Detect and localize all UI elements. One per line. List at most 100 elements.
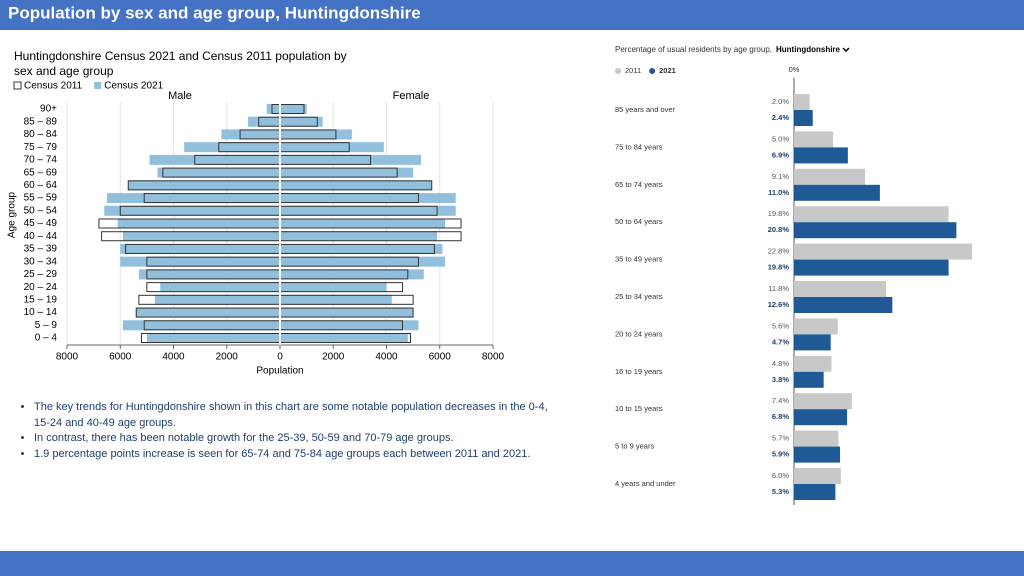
area-selector[interactable]: Huntingdonshire [776,45,841,54]
y-tick-label: 65 – 69 [24,167,58,178]
bar [794,334,831,351]
bar [266,104,280,114]
bar [794,222,957,239]
y-tick-label: 45 – 49 [24,218,58,229]
bar [794,371,824,388]
value-label: 5.9% [772,450,789,459]
value-label: 19.8% [768,209,790,218]
category-label: 16 to 19 years [615,367,663,376]
value-label: 20.8% [768,225,790,234]
chart-title: Huntingdonshire Census 2021 and Census 2… [14,49,347,78]
value-label: 6.0% [772,471,789,480]
value-label: 7.4% [772,396,789,405]
value-label: 4.7% [772,337,789,346]
x-tick-label: 0% [789,65,800,74]
bar [120,256,280,267]
footer-bar [0,551,1024,576]
value-label: 19.8% [768,263,790,272]
bar [184,142,280,153]
bar [149,154,280,165]
legend-label: 2021 [659,66,676,75]
category-label: 5 to 9 years [615,442,654,451]
y-tick-label: 75 – 79 [24,142,58,153]
value-label: 5.3% [772,487,789,496]
bar [117,218,281,229]
y-tick-label: 15 – 19 [24,294,58,305]
y-tick-label: 5 – 9 [35,320,58,331]
right-label: Female [393,90,430,102]
x-tick-label: 6000 [429,352,452,363]
dropdown-arrow[interactable] [842,47,850,53]
bullet: 1.9 percentage points increase is seen f… [34,447,554,463]
category-label: 75 to 84 years [615,142,663,151]
y-tick-label: 70 – 74 [24,155,58,166]
value-label: 5.0% [772,134,789,143]
bar [280,193,456,204]
value-label: 9.1% [772,172,789,181]
bar [794,430,839,447]
value-label: 6.8% [772,412,789,421]
bullet: In contrast, there has been notable grow… [34,431,554,447]
y-tick-label: 10 – 14 [24,307,58,318]
x-tick-label: 4000 [375,352,398,363]
legend-swatch [649,68,656,74]
category-label: 35 to 49 years [615,255,663,264]
bar [280,129,352,140]
x-tick-label: 6000 [109,352,132,363]
bar [120,243,280,254]
bar [794,94,810,110]
y-tick-label: 0 – 4 [35,333,58,344]
value-label: 3.8% [772,375,789,384]
y-tick-label: 85 – 89 [24,116,58,127]
bar [280,104,307,114]
bar [794,168,866,185]
bar [280,333,408,343]
bar [280,205,456,216]
bar [146,333,280,343]
value-label: 4.8% [772,359,789,368]
bar [794,318,838,335]
value-label: 11.8% [768,284,789,293]
bar [794,409,848,426]
y-tick-label: 80 – 84 [24,129,58,140]
category-label: 20 to 24 years [615,329,663,338]
x-axis-title: Population [256,366,303,377]
legend-swatch [13,81,22,90]
bar [794,147,848,164]
y-tick-label: 40 – 44 [24,231,58,242]
bar [248,116,280,127]
y-tick-label: 35 – 39 [24,244,58,255]
bar [794,259,949,276]
bullet: The key trends for Huntingdonshire shown… [34,400,554,431]
bar [794,243,972,260]
bar [794,281,887,297]
bar [280,116,323,127]
legend-label: Census 2021 [104,81,163,92]
x-tick-label: 4000 [162,352,185,363]
bar [106,193,280,204]
bar [794,206,949,223]
bar [280,218,446,229]
x-tick-label: 8000 [482,352,505,363]
y-tick-label: 20 – 24 [24,282,58,293]
bar [794,393,852,410]
bar [794,297,893,313]
bar [280,243,443,254]
x-tick-label: 0 [277,352,283,363]
x-tick-label: 2000 [322,352,345,363]
bar [221,129,280,140]
bar [280,269,424,280]
legend-swatch [94,82,102,89]
value-label: 6.9% [772,150,789,159]
value-label: 2.0% [772,97,789,106]
bar [128,180,280,191]
bar [280,180,432,191]
chart-title: Percentage of usual residents by age gro… [615,45,772,54]
legend-label: Census 2011 [24,81,83,92]
bar [280,256,446,267]
category-label: 65 to 74 years [615,180,663,189]
y-axis-title: Age group [7,191,18,238]
bar [104,205,281,216]
